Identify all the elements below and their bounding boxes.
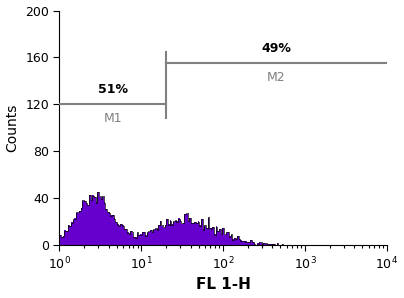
Polygon shape: [59, 192, 387, 245]
Text: M1: M1: [103, 112, 122, 125]
Text: 51%: 51%: [98, 83, 128, 96]
Y-axis label: Counts: Counts: [6, 103, 19, 152]
Text: M2: M2: [267, 72, 286, 84]
X-axis label: FL 1-H: FL 1-H: [196, 277, 250, 292]
Text: 49%: 49%: [261, 42, 291, 55]
